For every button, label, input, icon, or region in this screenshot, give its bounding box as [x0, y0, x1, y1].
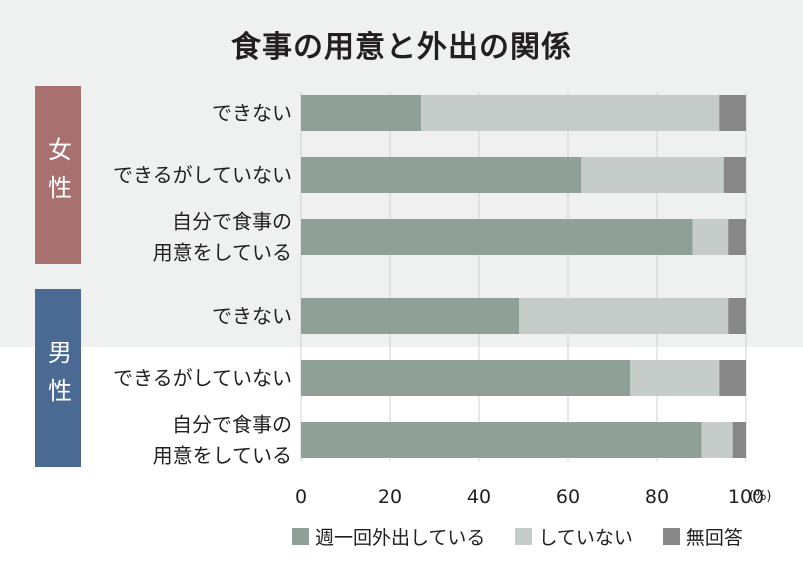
legend-swatch-2 [662, 527, 680, 545]
group-label-male-text: 男性 [43, 340, 72, 416]
x-tick-label-3: 60 [556, 486, 580, 508]
bar-3-series-0 [301, 298, 520, 334]
bar-2-series-0 [301, 219, 693, 255]
legend-swatch-0 [292, 527, 309, 545]
row-label-2-line-1: 用意をしている [153, 241, 292, 265]
row-label-4-line-0: できるがしていない [113, 366, 292, 390]
row-label-2-line-0: 自分で食事の [172, 210, 292, 234]
x-tick-label-5: 100 [728, 486, 764, 508]
x-tick-label-2: 40 [467, 486, 491, 508]
legend-label-1: していない [538, 526, 633, 549]
legend-item-0: 週一回外出している [292, 523, 485, 550]
bar-4-series-0 [301, 360, 631, 396]
row-label-1-line-0: できるがしていない [113, 163, 292, 187]
bar-5-series-2 [732, 422, 746, 458]
bar-1-series-2 [723, 157, 746, 193]
group-label-female: 女性 [35, 86, 81, 264]
chart-legend: 週一回外出している していない 無回答 [292, 523, 773, 550]
legend-swatch-1 [515, 527, 533, 545]
legend-label-2: 無回答 [685, 526, 743, 549]
bar-3-series-1 [519, 298, 729, 334]
bar-1-series-1 [581, 157, 724, 193]
legend-item-1: していない [515, 523, 633, 550]
bar-2-series-2 [728, 219, 746, 255]
row-label-5-line-0: 自分で食事の [172, 413, 292, 437]
x-tick-label-1: 20 [378, 486, 402, 508]
legend-label-0: 週一回外出している [315, 526, 486, 549]
x-tick-label-4: 80 [645, 486, 669, 508]
bar-5-series-0 [301, 422, 702, 458]
x-axis-unit: (%) [749, 489, 772, 504]
bar-3-series-2 [728, 298, 746, 334]
bar-0-series-0 [301, 95, 422, 131]
row-label-0-line-0: できない [212, 101, 292, 125]
bar-2-series-1 [692, 219, 729, 255]
bar-4-series-1 [630, 360, 720, 396]
bar-0-series-1 [421, 95, 720, 131]
bar-5-series-1 [701, 422, 733, 458]
group-label-male: 男性 [35, 289, 81, 467]
bar-0-series-2 [719, 95, 746, 131]
row-label-3-line-0: できない [212, 304, 292, 328]
row-label-5-line-1: 用意をしている [153, 444, 292, 468]
legend-item-2: 無回答 [662, 523, 743, 550]
bar-1-series-0 [301, 157, 582, 193]
bar-4-series-2 [719, 360, 746, 396]
group-label-female-text: 女性 [43, 137, 72, 213]
x-tick-label-0: 0 [295, 486, 307, 508]
chart-title: 食事の用意と外出の関係 [231, 30, 572, 65]
